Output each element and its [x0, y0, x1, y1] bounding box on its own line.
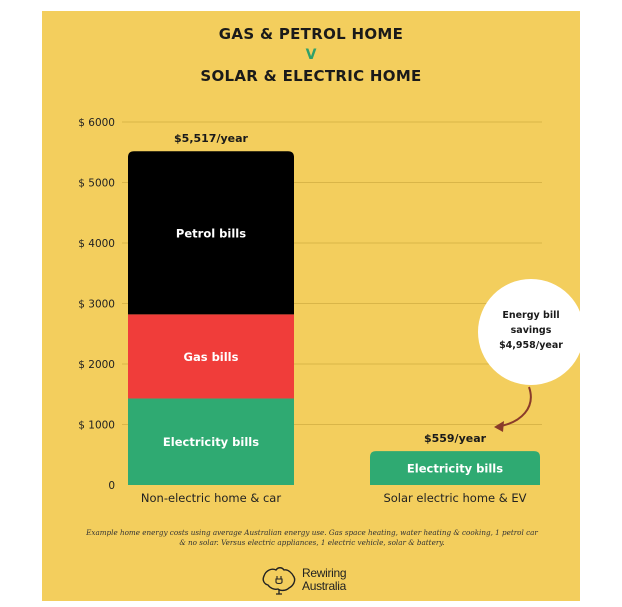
y-tick-label: $ 4000	[78, 238, 115, 250]
y-tick-label: $ 2000	[78, 359, 115, 371]
y-tick-label: $ 1000	[78, 420, 115, 432]
savings-bubble	[478, 279, 580, 385]
bar-segment-label: Petrol bills	[176, 226, 246, 240]
x-axis-tick-labels: Non-electric home & car Solar electric ho…	[141, 491, 527, 505]
title-line-2: SOLAR & ELECTRIC HOME	[200, 67, 422, 85]
bar-total-label: $5,517/year	[174, 132, 249, 145]
y-tick-label: $ 6000	[78, 117, 115, 129]
savings-text-line: savings	[511, 325, 552, 336]
title-versus: V	[305, 47, 317, 63]
bar-segment-label: Electricity bills	[163, 435, 259, 449]
bars	[128, 151, 540, 485]
savings-annotation: Energy bill savings $4,958/year	[478, 279, 580, 432]
bar-segment-gas-bills	[128, 314, 294, 399]
bar-segment-electricity-bills	[370, 451, 540, 485]
bar-total-label: $559/year	[424, 432, 487, 445]
y-tick-label: $ 5000	[78, 178, 115, 190]
y-axis-tick-labels: 0 $ 1000 $ 2000 $ 3000 $ 4000 $ 5000 $ 6000	[78, 117, 115, 492]
bar-segment-petrol-bills	[128, 151, 294, 315]
x-tick-label: Non-electric home & car	[141, 491, 281, 505]
y-tick-label: $ 3000	[78, 299, 115, 311]
stacked-bar-chart: 0 $ 1000 $ 2000 $ 3000 $ 4000 $ 5000 $ 6000 El…	[78, 117, 580, 505]
infographic-panel: GAS & PETROL HOME V SOLAR & ELECTRIC HOM…	[42, 11, 580, 601]
savings-text-line: Energy bill	[502, 310, 559, 321]
bar-segment-electricity-bills	[128, 398, 294, 485]
bar-segment-label: Gas bills	[184, 350, 239, 364]
title-line-1: GAS & PETROL HOME	[218, 25, 404, 43]
savings-arrow-head	[494, 421, 504, 432]
logo-wordmark: Rewiring Australia	[302, 566, 347, 593]
bar-segment-label: Electricity bills	[407, 462, 503, 476]
savings-text-line: $4,958/year	[499, 340, 563, 351]
logo-line-1: Rewiring	[302, 566, 347, 580]
footnote: Example home energy costs using average …	[86, 528, 538, 547]
x-tick-label: Solar electric home & EV	[383, 491, 526, 505]
savings-arrow-line	[495, 386, 532, 428]
bar-total-labels: $5,517/year $559/year	[174, 132, 487, 445]
bar-segment-labels: Electricity bills Gas bills Petrol bills El…	[163, 226, 503, 475]
rewiring-australia-logo: Rewiring Australia	[258, 564, 378, 598]
logo-line-2: Australia	[302, 579, 346, 593]
australia-map-plug-icon	[262, 567, 296, 595]
y-tick-label: 0	[108, 480, 115, 492]
